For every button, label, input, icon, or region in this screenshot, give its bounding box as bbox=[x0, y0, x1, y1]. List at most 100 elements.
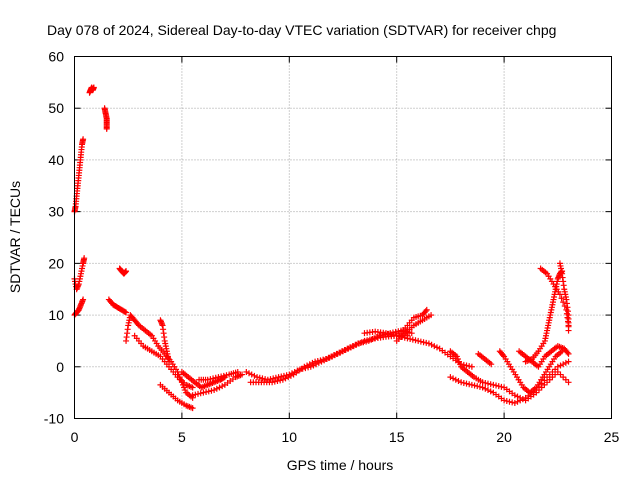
series-trace-e bbox=[101, 105, 110, 132]
data-point bbox=[408, 330, 415, 337]
data-point bbox=[479, 379, 486, 386]
data-point bbox=[251, 372, 258, 379]
plot-frame bbox=[74, 56, 612, 419]
data-point bbox=[506, 398, 513, 405]
data-point bbox=[428, 341, 435, 348]
x-tick-label: 0 bbox=[71, 429, 79, 445]
data-point bbox=[207, 376, 214, 383]
axis-ticks: 0 5 10 15 20 25 -10 0 10 20 30 40 50 60 bbox=[44, 49, 620, 446]
series-trace-c bbox=[71, 136, 87, 215]
data-point bbox=[557, 362, 564, 369]
data-point bbox=[376, 332, 383, 339]
y-axis-label: SDTVAR / TECUs bbox=[7, 181, 23, 293]
data-point bbox=[556, 291, 563, 298]
data-point bbox=[274, 378, 281, 385]
data-point bbox=[285, 374, 292, 381]
data-point bbox=[270, 375, 277, 382]
data-point bbox=[259, 375, 266, 382]
data-point bbox=[495, 383, 502, 390]
data-point bbox=[565, 350, 572, 357]
data-point bbox=[317, 357, 324, 364]
data-point bbox=[423, 306, 430, 313]
data-point bbox=[360, 339, 367, 346]
x-tick-label: 20 bbox=[496, 429, 512, 445]
x-tick-label: 25 bbox=[604, 429, 620, 445]
data-point bbox=[514, 398, 521, 405]
data-point bbox=[517, 397, 524, 404]
y-tick-label: 10 bbox=[48, 307, 64, 323]
data-point bbox=[234, 368, 241, 375]
data-point bbox=[458, 379, 465, 386]
data-point bbox=[407, 335, 414, 342]
series-trace-f bbox=[105, 296, 130, 316]
data-point bbox=[306, 361, 313, 368]
data-point bbox=[219, 383, 226, 390]
data-point bbox=[493, 382, 500, 389]
data-point bbox=[460, 379, 467, 386]
data-point bbox=[403, 328, 410, 335]
y-tick-label: 60 bbox=[48, 49, 64, 65]
data-point bbox=[123, 309, 130, 316]
data-point bbox=[269, 379, 276, 386]
data-point bbox=[391, 332, 398, 339]
data-point bbox=[422, 308, 429, 315]
data-point bbox=[500, 352, 507, 359]
data-point bbox=[341, 346, 348, 353]
data-point bbox=[463, 380, 470, 387]
data-point bbox=[409, 336, 416, 343]
y-tick-label: 40 bbox=[48, 152, 64, 168]
data-point bbox=[262, 376, 269, 383]
data-point bbox=[466, 381, 473, 388]
data-point bbox=[223, 372, 230, 379]
data-point bbox=[338, 348, 345, 355]
data-point bbox=[192, 391, 199, 398]
data-point bbox=[420, 339, 427, 346]
data-point bbox=[476, 383, 483, 390]
y-tick-label: 0 bbox=[56, 359, 64, 375]
data-point bbox=[275, 374, 282, 381]
data-point bbox=[200, 389, 207, 396]
series-trace-b bbox=[71, 255, 88, 293]
data-point bbox=[466, 363, 473, 370]
data-point bbox=[197, 390, 204, 397]
data-point bbox=[81, 255, 88, 262]
grid bbox=[74, 56, 612, 419]
x-axis-label: GPS time / hours bbox=[287, 457, 394, 473]
data-point bbox=[450, 375, 457, 382]
data-point bbox=[423, 339, 430, 346]
data-point bbox=[357, 339, 364, 346]
data-point bbox=[412, 337, 419, 344]
y-tick-label: 20 bbox=[48, 255, 64, 271]
data-point bbox=[267, 376, 274, 383]
data-point bbox=[333, 350, 340, 357]
data-point bbox=[490, 381, 497, 388]
data-point bbox=[287, 372, 294, 379]
data-point bbox=[471, 382, 478, 389]
series-trace-j bbox=[157, 317, 173, 365]
data-point bbox=[355, 340, 362, 347]
data-point bbox=[216, 384, 223, 391]
data-point bbox=[558, 295, 565, 302]
data-point bbox=[498, 383, 505, 390]
data-point bbox=[254, 374, 261, 381]
data-point bbox=[428, 312, 435, 319]
series-trace-m bbox=[189, 371, 246, 399]
series-trace-i bbox=[131, 332, 196, 391]
data-point bbox=[204, 376, 211, 383]
x-tick-label: 5 bbox=[178, 429, 186, 445]
data-point bbox=[320, 356, 327, 363]
data-point bbox=[330, 352, 337, 359]
data-point bbox=[212, 374, 219, 381]
data-point bbox=[371, 335, 378, 342]
series-trace-s bbox=[393, 306, 430, 339]
data-point bbox=[487, 388, 494, 395]
data-point bbox=[189, 405, 196, 412]
data-point bbox=[514, 393, 521, 400]
data-point bbox=[482, 385, 489, 392]
data-point bbox=[210, 375, 217, 382]
data-point bbox=[166, 358, 173, 365]
data-point bbox=[484, 380, 491, 387]
data-point bbox=[325, 354, 332, 361]
data-point bbox=[352, 341, 359, 348]
